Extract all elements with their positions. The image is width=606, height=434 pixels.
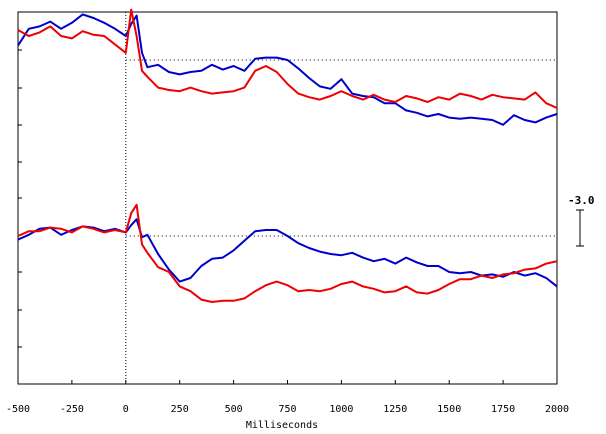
x-tick-label-1000: 1000: [329, 404, 353, 415]
x-axis-label: Milliseconds: [246, 420, 318, 431]
x-tick-label-1750: 1750: [491, 404, 515, 415]
x-tick-label-1500: 1500: [437, 404, 461, 415]
series-layer: [17, 8, 558, 303]
baseline-lines: [125, 59, 557, 237]
y-tick-marks: [18, 49, 22, 348]
x-tick-label--500: -500: [6, 404, 30, 415]
panel-1-series-2-line: [17, 8, 558, 109]
scale-bar-label: -3.0: [568, 194, 595, 207]
panel-2-series-1-line: [17, 218, 558, 288]
plot-border: [17, 11, 558, 385]
panel-1: [17, 8, 558, 126]
amplitude-scale-bar: -3.0: [568, 194, 595, 247]
x-tick-label-500: 500: [225, 404, 243, 415]
x-tick-label-0: 0: [123, 404, 129, 415]
panel-2: [17, 203, 558, 303]
plot-frame: [17, 11, 558, 385]
panel-1-series-1-line: [17, 13, 558, 126]
x-tick-labels: -500 -250 0 250 500 750 1000 1250 1500 1750 2000: [6, 380, 569, 415]
x-tick-label-2000: 2000: [545, 404, 569, 415]
x-tick-label-250: 250: [171, 404, 189, 415]
x-tick-label--250: -250: [60, 404, 84, 415]
x-tick-label-1250: 1250: [383, 404, 407, 415]
x-tick-label-750: 750: [278, 404, 296, 415]
panel-2-series-2-line: [17, 203, 558, 303]
